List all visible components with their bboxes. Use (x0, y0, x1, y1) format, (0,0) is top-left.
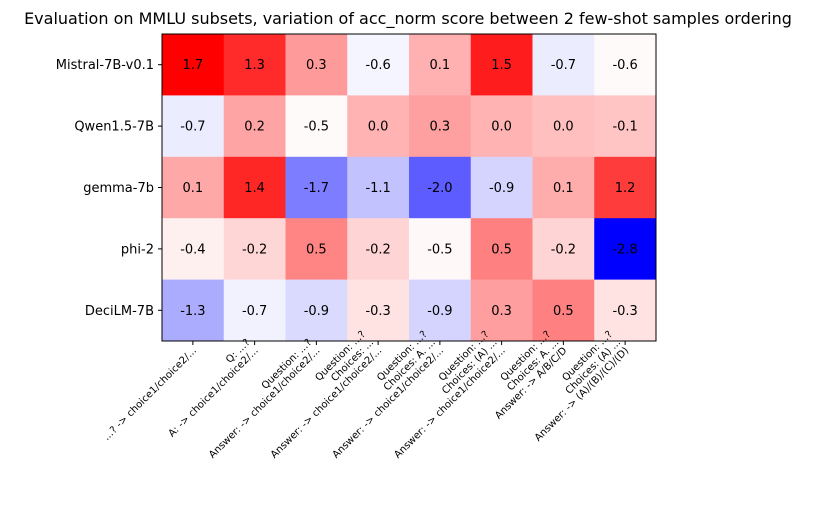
cell-value-label: 0.5 (491, 242, 512, 257)
heatmap-cell (470, 34, 533, 96)
heatmap-cell (223, 218, 286, 281)
cell-value-label: 0.5 (306, 242, 327, 257)
heatmap-cell (409, 34, 472, 96)
heatmap-cell (470, 218, 533, 281)
heatmap-cell (594, 218, 657, 281)
cell-value-label: 0.0 (553, 120, 574, 135)
heatmap-cell (594, 279, 657, 342)
cell-value-label: -0.4 (180, 242, 205, 257)
cell-value-label: -0.2 (365, 242, 390, 257)
cell-value-label: -0.7 (551, 58, 576, 73)
cell-value-label: -1.3 (180, 304, 205, 319)
axis-ticks (158, 64, 626, 345)
heatmap-cell (347, 156, 410, 219)
cell-value-label: 1.7 (183, 58, 204, 73)
cell-value-label: 0.3 (430, 120, 451, 135)
row-label: phi-2 (121, 242, 154, 257)
cell-value-label: -0.5 (427, 242, 452, 257)
cell-value-label: -1.1 (365, 181, 390, 196)
cell-value-label: 0.5 (553, 304, 574, 319)
cell-value-label: -0.2 (242, 242, 267, 257)
cell-value-label: 1.2 (615, 181, 636, 196)
heatmap-cell (223, 95, 286, 158)
heatmap-cell (409, 95, 472, 158)
cell-value-label: -1.7 (304, 181, 329, 196)
row-label: Mistral-7B-v0.1 (56, 58, 154, 73)
heatmap-cell (347, 279, 410, 342)
cell-value-label: 1.3 (244, 58, 265, 73)
heatmap-cell (470, 95, 533, 158)
heatmap-cells: 1.7 1.3 0.3 -0.6 0.1 1.5 -0.7 -0.6 -0.7 0.2 -0.5 0.… (162, 34, 657, 342)
cell-value-label: -0.9 (489, 181, 514, 196)
heatmap-cell (162, 95, 225, 158)
heatmap-cell (409, 218, 472, 281)
heatmap-cell (223, 34, 286, 96)
heatmap-cell (162, 279, 225, 342)
heatmap-cell (532, 95, 595, 158)
heatmap-cell (162, 218, 225, 281)
heatmap-cell (285, 218, 348, 281)
heatmap-cell (347, 95, 410, 158)
cell-value-label: -0.7 (242, 304, 267, 319)
cell-value-label: 0.2 (244, 120, 265, 135)
cell-value-label: -2.8 (612, 242, 637, 257)
heatmap-cell (347, 34, 410, 96)
cell-value-label: 0.1 (553, 181, 574, 196)
heatmap-cell (285, 279, 348, 342)
heatmap-cell (532, 279, 595, 342)
row-label: gemma-7b (83, 181, 154, 196)
heatmap-cell (594, 34, 657, 96)
row-tick-labels: Mistral-7B-v0.1 Qwen1.5-7B gemma-7b phi-2 De… (56, 58, 154, 319)
cell-value-label: 0.3 (306, 58, 327, 73)
column-tick-labels: ...? -> choice1/choice2/... Q: ...?A: -> … (101, 329, 631, 461)
heatmap-cell (409, 156, 472, 219)
cell-value-label: -0.1 (612, 120, 637, 135)
heatmap-cell (532, 34, 595, 96)
cell-value-label: 0.1 (430, 58, 451, 73)
row-label: DeciLM-7B (85, 304, 154, 319)
cell-value-label: 0.3 (491, 304, 512, 319)
heatmap-cell (223, 279, 286, 342)
cell-value-label: 0.1 (183, 181, 204, 196)
heatmap-cell (532, 218, 595, 281)
cell-value-label: -0.3 (612, 304, 637, 319)
heatmap-cell (532, 156, 595, 219)
heatmap-cell (470, 279, 533, 342)
cell-value-label: -0.2 (551, 242, 576, 257)
cell-value-label: -2.0 (427, 181, 452, 196)
row-label: Qwen1.5-7B (74, 120, 154, 135)
cell-value-label: 1.5 (491, 58, 512, 73)
heatmap-cell (594, 95, 657, 158)
cell-value-label: -0.9 (304, 304, 329, 319)
cell-value-label: 0.0 (491, 120, 512, 135)
heatmap-cell (223, 156, 286, 219)
column-label: Question: ...?Answer: -> choice1/choice2… (199, 337, 322, 460)
heatmap-cell (347, 218, 410, 281)
heatmap-cell (285, 34, 348, 96)
heatmap-cell (594, 156, 657, 219)
column-label-line: Answer: -> choice1/choice2/... (207, 345, 322, 460)
heatmap-cell (162, 156, 225, 219)
cell-value-label: -0.3 (365, 304, 390, 319)
cell-value-label: -0.7 (180, 120, 205, 135)
cell-value-label: -0.5 (304, 120, 329, 135)
cell-value-label: 1.4 (244, 181, 265, 196)
heatmap-cell (409, 279, 472, 342)
cell-value-label: -0.9 (427, 304, 452, 319)
heatmap-cell (470, 156, 533, 219)
heatmap-cell (162, 34, 225, 96)
chart-title: Evaluation on MMLU subsets, variation of… (24, 9, 792, 29)
heatmap-cell (285, 156, 348, 219)
cell-value-label: -0.6 (612, 58, 637, 73)
cell-value-label: -0.6 (365, 58, 390, 73)
heatmap-cell (285, 95, 348, 158)
cell-value-label: 0.0 (368, 120, 389, 135)
